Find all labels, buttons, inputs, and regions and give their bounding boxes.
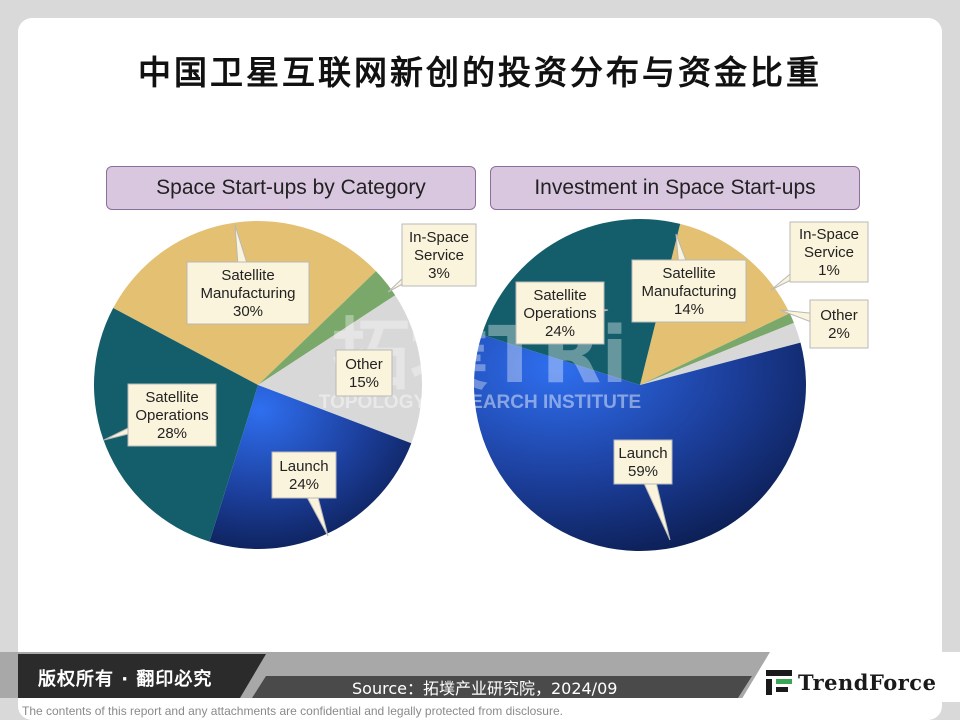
- data-label-text: Service: [804, 244, 854, 261]
- callout-box: [809, 299, 869, 349]
- callout-box: [271, 451, 337, 499]
- data-label-text: Other: [345, 356, 383, 373]
- chart-title-category: Space Start-ups by Category: [106, 166, 476, 210]
- callout-box: [335, 349, 393, 397]
- data-label-value: 59%: [628, 463, 658, 480]
- disclaimer: The contents of this report and any atta…: [22, 704, 563, 718]
- callout-box: [631, 259, 747, 323]
- data-label-text: Operations: [135, 407, 208, 424]
- data-label-text: Satellite: [662, 265, 715, 282]
- trendforce-wordmark: TrendForce: [798, 670, 937, 695]
- data-label-text: In-Space: [799, 226, 859, 243]
- callout-box: [186, 261, 310, 325]
- data-label-text: In-Space: [409, 229, 469, 246]
- pie-slice-in-space-service: [258, 271, 396, 385]
- data-label-value: 24%: [289, 476, 319, 493]
- data-label-value: 30%: [233, 303, 263, 320]
- data-label-text: Satellite: [145, 389, 198, 406]
- callout-box: [401, 223, 477, 287]
- data-label-text: Operations: [523, 305, 596, 322]
- pie-slice-in-space-service: [640, 313, 794, 385]
- pie-slice-other: [640, 322, 801, 385]
- callout-box: [789, 221, 869, 283]
- data-label-value: 15%: [349, 374, 379, 391]
- data-label-text: Satellite: [221, 267, 274, 284]
- source-note: Source：拓墣产业研究院，2024/09: [352, 679, 618, 698]
- trendforce-logo: [740, 652, 960, 702]
- data-label-value: 28%: [157, 425, 187, 442]
- data-label-value: 24%: [545, 323, 575, 340]
- data-label-value: 3%: [428, 265, 450, 282]
- footer-dark-panel: [18, 654, 752, 698]
- svg-text:TOPOLOGY RESEARCH INSTITUTE: TOPOLOGY RESEARCH INSTITUTE: [319, 392, 641, 413]
- chart-title-investment: Investment in Space Start-ups: [490, 166, 860, 210]
- data-label-text: Manufacturing: [200, 285, 295, 302]
- page-title: 中国卫星互联网新创的投资分布与资金比重: [138, 53, 822, 92]
- data-label-text: Other: [820, 307, 858, 324]
- data-label-text: Launch: [618, 445, 667, 462]
- data-label-text: Satellite: [533, 287, 586, 304]
- callout-box: [613, 439, 673, 485]
- data-label-value: 2%: [828, 325, 850, 342]
- callout-box: [515, 281, 605, 345]
- trendforce-mark-icon: [766, 670, 792, 695]
- data-label-text: Launch: [279, 458, 328, 475]
- data-label-text: Service: [414, 247, 464, 264]
- copyright-notice: 版权所有 · 翻印必究: [38, 669, 213, 690]
- data-label-text: Manufacturing: [641, 283, 736, 300]
- data-label-value: 1%: [818, 262, 840, 279]
- data-label-value: 14%: [674, 301, 704, 318]
- callout-box: [127, 383, 217, 447]
